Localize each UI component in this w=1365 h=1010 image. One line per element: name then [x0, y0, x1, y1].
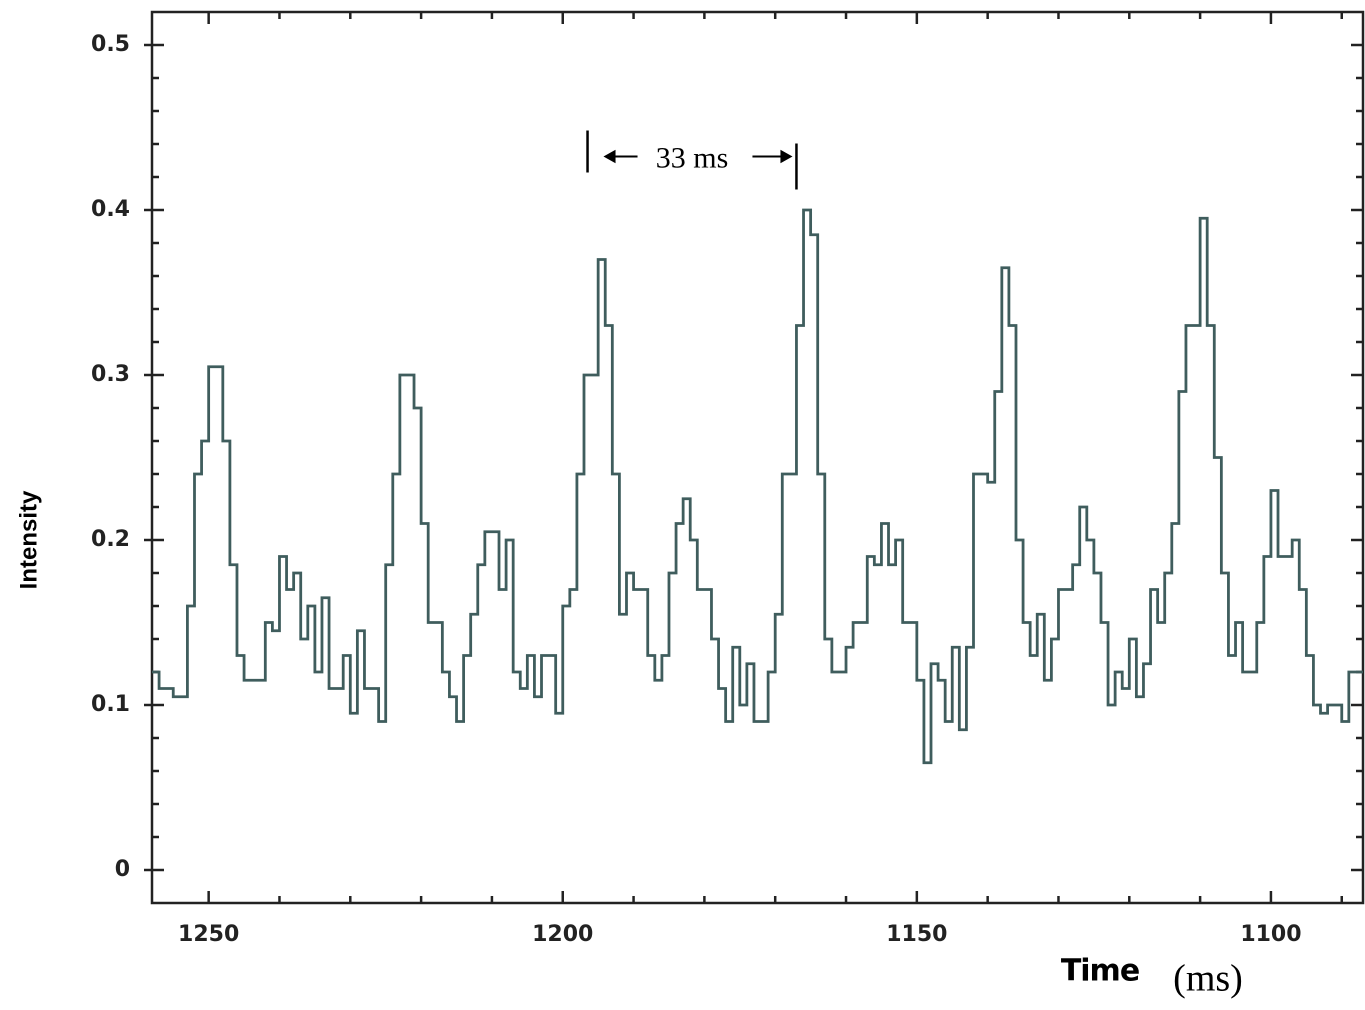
y-tick-label: 0	[115, 857, 130, 882]
y-tick-label: 0.1	[91, 692, 130, 717]
annotation-arrow	[752, 149, 793, 164]
y-tick-label: 0.5	[91, 32, 130, 57]
plot-frame	[150, 10, 1365, 905]
data-line	[152, 208, 1363, 765]
x-tick-label: 1150	[886, 922, 947, 947]
x-tick-label: 1250	[178, 922, 239, 947]
x-tick-label: 1100	[1240, 922, 1301, 947]
y-tick-label: 0.4	[91, 197, 130, 222]
annotation-arrow	[603, 149, 638, 164]
y-axis-label: Intensity	[15, 490, 42, 589]
y-tick-label: 0.2	[91, 527, 130, 552]
x-axis-unit: (ms)	[1173, 958, 1243, 1000]
y-tick-label: 0.3	[91, 362, 130, 387]
x-axis-label: Time	[1061, 954, 1139, 989]
x-tick-label: 1200	[532, 922, 593, 947]
annotation-text: 33 ms	[656, 141, 729, 174]
